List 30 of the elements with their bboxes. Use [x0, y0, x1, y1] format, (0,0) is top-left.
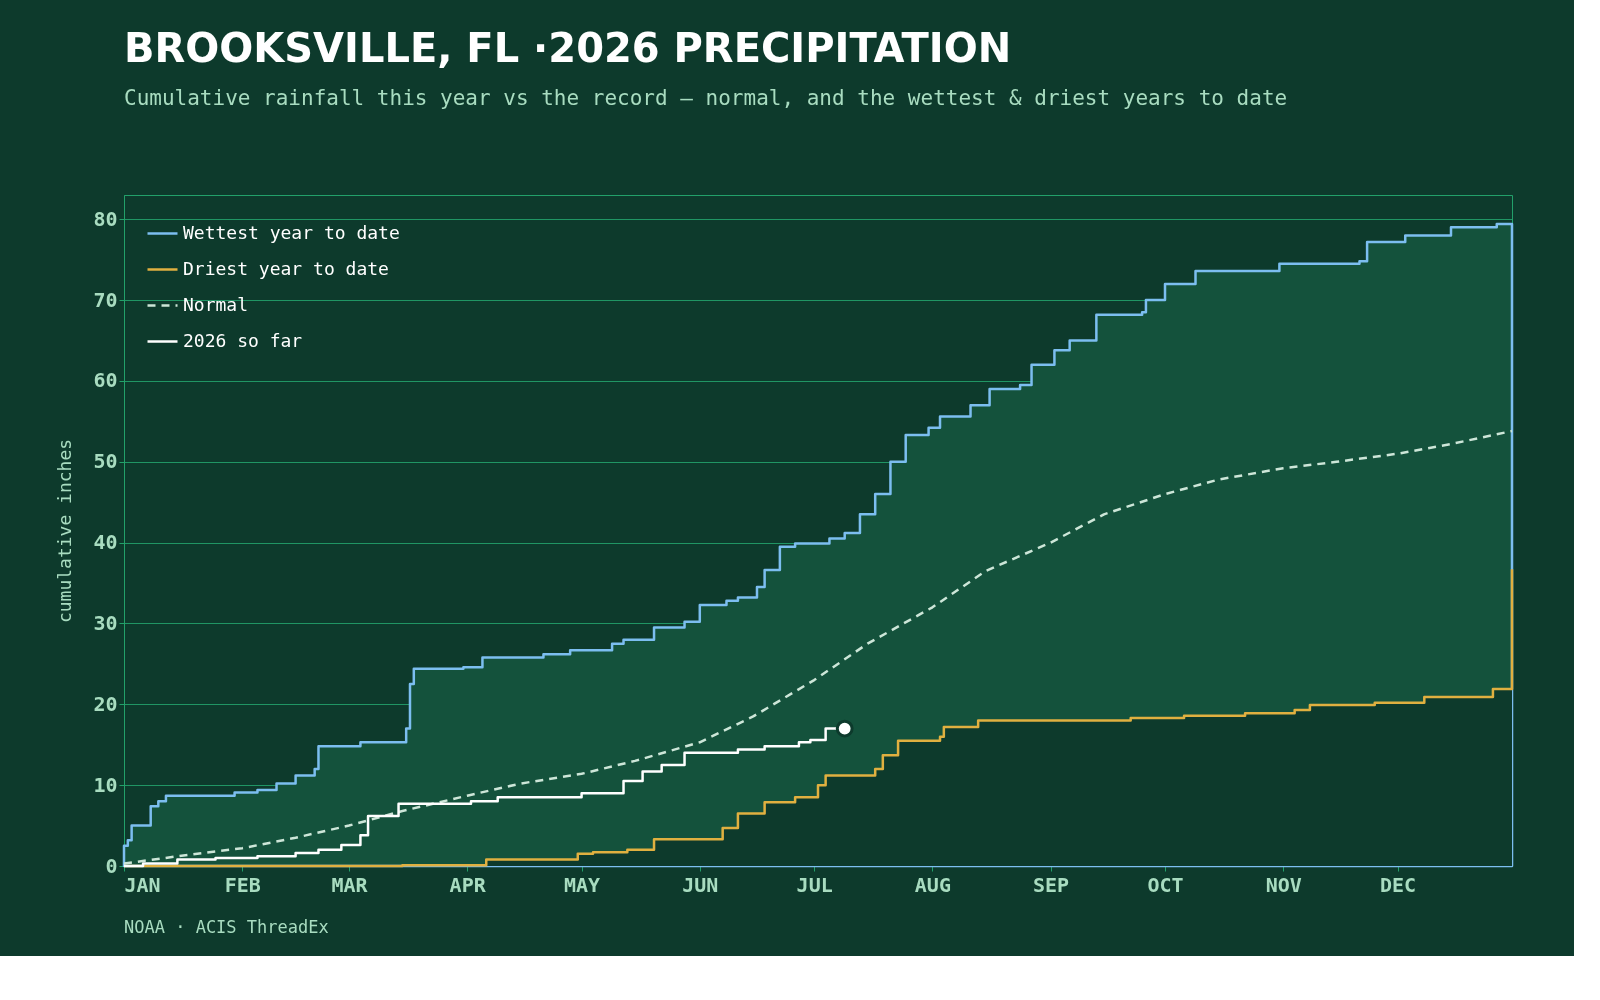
- x-tick-label: FEB: [224, 872, 261, 897]
- x-tick-label: DEC: [1380, 872, 1417, 897]
- x-tick-label: APR: [449, 872, 487, 897]
- y-tick-label: 50: [93, 449, 118, 474]
- text: NOAA · ACIS ThreadEx: [124, 917, 329, 937]
- legend-label: 2026 so far: [183, 329, 303, 351]
- x-tick-label: SEP: [1033, 872, 1070, 897]
- y-tick-label: 60: [93, 368, 118, 393]
- y-tick-label: 20: [93, 691, 118, 716]
- y-tick-label: 80: [93, 206, 118, 231]
- x-tick-label: AUG: [914, 872, 951, 897]
- y-tick-label: 70: [93, 287, 118, 312]
- x-tick-label: JUN: [682, 872, 719, 897]
- legend-label: Driest year to date: [183, 257, 389, 279]
- x-tick-label: MAY: [564, 872, 601, 897]
- chart-subtitle: Cumulative rainfall this year vs the record — normal, and the wettest & driest years to date: [124, 86, 1288, 110]
- x-tick-label: JAN: [124, 872, 161, 897]
- y-tick-label: 10: [93, 772, 118, 797]
- x-tick-label: JUL: [796, 872, 833, 897]
- legend-label: Normal: [183, 293, 249, 315]
- x-tick-label: OCT: [1147, 872, 1184, 897]
- x-tick-label: NOV: [1265, 872, 1302, 897]
- line-series: [122, 429, 1514, 865]
- y-axis-title: cumulative inches: [54, 438, 76, 624]
- legend-label: Wettest year to date: [183, 221, 400, 243]
- x-tick-label: MAR: [331, 872, 369, 897]
- y-tick-label: 40: [93, 530, 118, 555]
- y-tick-label: 0: [105, 853, 118, 878]
- chart-title: BROOKSVILLE, FL ·2026 PRECIPITATION: [124, 25, 1012, 71]
- y-tick-label: 30: [93, 610, 118, 635]
